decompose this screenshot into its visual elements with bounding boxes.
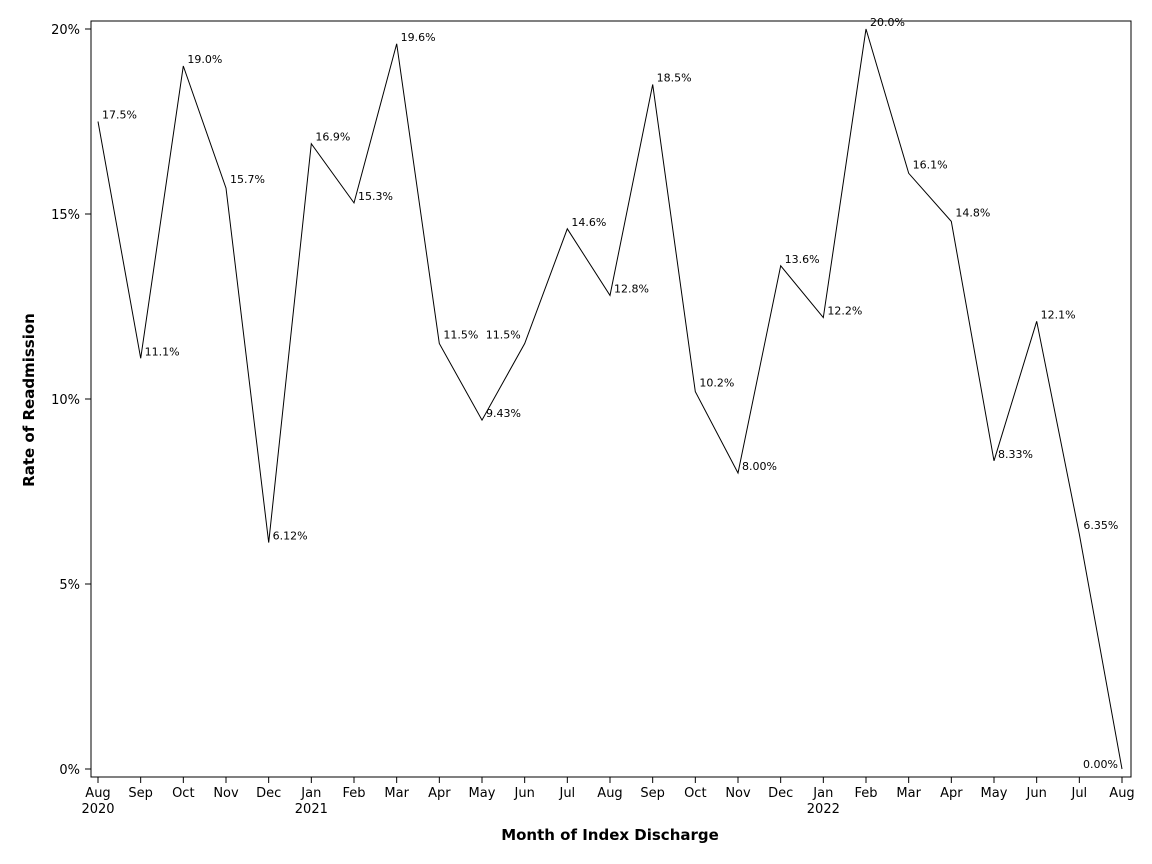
data-label: 16.1% bbox=[913, 158, 948, 171]
data-label: 19.0% bbox=[187, 53, 222, 66]
x-year-label: 2022 bbox=[807, 802, 840, 817]
x-tick-label: Feb bbox=[854, 786, 877, 801]
x-tick-label: Apr bbox=[428, 786, 451, 801]
y-tick-label: 0% bbox=[59, 763, 80, 778]
x-tick-label: Dec bbox=[256, 786, 281, 801]
x-tick-label: Nov bbox=[213, 786, 239, 801]
x-tick-label: Sep bbox=[128, 786, 153, 801]
data-labels: 17.5% 11.1% 19.0% 15.7% 6.12% 16.9% 15.3% 19.6%… bbox=[102, 16, 1118, 771]
data-label: 0.00% bbox=[1083, 758, 1118, 771]
x-tick-label: Apr bbox=[940, 786, 963, 801]
x-tick-label: Feb bbox=[342, 786, 365, 801]
data-label: 8.00% bbox=[742, 460, 777, 473]
data-label: 14.6% bbox=[571, 216, 606, 229]
series-line bbox=[97, 28, 1123, 770]
x-tick-label: Aug bbox=[85, 786, 110, 801]
data-label: 10.2% bbox=[699, 377, 734, 390]
data-label: 19.6% bbox=[401, 31, 436, 44]
data-label: 13.6% bbox=[785, 253, 820, 266]
y-tick-label: 5% bbox=[59, 578, 80, 593]
x-tick-label: Jul bbox=[558, 786, 575, 801]
data-label: 11.5% bbox=[443, 329, 478, 342]
y-tick-label: 10% bbox=[51, 393, 80, 408]
x-tick-label: Jan bbox=[812, 786, 833, 801]
x-tick-label: Oct bbox=[172, 786, 194, 801]
x-year-label: 2021 bbox=[295, 802, 328, 817]
x-tick-label: Oct bbox=[684, 786, 706, 801]
data-label: 15.7% bbox=[230, 173, 265, 186]
y-tick-label: 20% bbox=[51, 23, 80, 38]
data-label: 11.5% bbox=[486, 329, 521, 342]
x-tick-label: Sep bbox=[640, 786, 665, 801]
x-tick-label: Mar bbox=[896, 786, 921, 801]
x-tick-label: Mar bbox=[384, 786, 409, 801]
x-axis-title: Month of Index Discharge bbox=[501, 826, 719, 844]
data-label: 18.5% bbox=[657, 72, 692, 85]
data-label: 6.12% bbox=[273, 530, 308, 543]
data-label: 12.8% bbox=[614, 282, 649, 295]
y-tick-label: 15% bbox=[51, 208, 80, 223]
data-label: 11.1% bbox=[145, 345, 180, 358]
data-label: 12.2% bbox=[827, 305, 862, 318]
x-tick-label: May bbox=[981, 786, 1008, 801]
x-tick-label: Jan bbox=[300, 786, 321, 801]
x-tick-label: May bbox=[469, 786, 496, 801]
data-label: 17.5% bbox=[102, 109, 137, 122]
data-label: 16.9% bbox=[315, 131, 350, 144]
plot-frame bbox=[90, 20, 1132, 778]
y-axis-title: Rate of Readmission bbox=[20, 313, 38, 487]
x-tick-label: Aug bbox=[597, 786, 622, 801]
data-label: 6.35% bbox=[1083, 519, 1118, 532]
data-label: 9.43% bbox=[486, 407, 521, 420]
data-label: 20.0% bbox=[870, 16, 905, 29]
x-tick-label: Dec bbox=[768, 786, 793, 801]
x-tick-label: Jul bbox=[1070, 786, 1087, 801]
data-label: 12.1% bbox=[1041, 308, 1076, 321]
data-label: 14.8% bbox=[955, 206, 990, 219]
x-year-label: 2020 bbox=[81, 802, 114, 817]
x-tick-label: Jun bbox=[1026, 786, 1047, 801]
y-axis: 0% 5% 10% 15% 20% bbox=[51, 23, 91, 778]
data-label: 15.3% bbox=[358, 190, 393, 203]
data-label: 8.33% bbox=[998, 448, 1033, 461]
x-tick-label: Jun bbox=[514, 786, 535, 801]
x-tick-label: Nov bbox=[725, 786, 751, 801]
x-axis: Aug Sep Oct Nov Dec Jan Feb Mar Apr May Jun Jul Aug S… bbox=[81, 777, 1135, 817]
x-tick-label: Aug bbox=[1109, 786, 1134, 801]
